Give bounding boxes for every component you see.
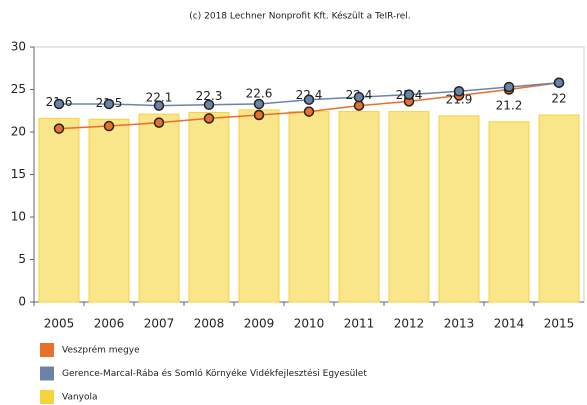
bar xyxy=(488,121,530,303)
legend-swatch xyxy=(40,366,54,381)
marker xyxy=(103,120,115,132)
x-tick-label: 2015 xyxy=(544,317,575,331)
bar xyxy=(388,111,430,303)
y-tick-label: 0 xyxy=(18,295,26,309)
y-tick-label: 15 xyxy=(11,167,26,181)
marker xyxy=(503,81,515,93)
bar xyxy=(538,114,580,303)
legend-label: Vanyola xyxy=(62,393,98,403)
x-tick-label: 2009 xyxy=(244,317,275,331)
marker xyxy=(153,100,165,111)
bar xyxy=(288,111,330,303)
bar xyxy=(138,113,180,303)
marker xyxy=(553,77,565,88)
x-tick-label: 2005 xyxy=(44,317,75,331)
x-tick-label: 2013 xyxy=(444,317,475,331)
value-label: 21.2 xyxy=(496,98,523,112)
bar xyxy=(188,111,230,303)
marker xyxy=(53,123,65,134)
bar xyxy=(438,115,480,303)
x-tick-label: 2014 xyxy=(494,317,525,331)
marker xyxy=(203,113,215,124)
y-tick-label: 30 xyxy=(11,40,26,54)
chart-title: (c) 2018 Lechner Nonprofit Kft. Készült … xyxy=(189,11,410,22)
marker xyxy=(53,98,65,110)
y-tick-label: 10 xyxy=(11,210,26,224)
legend-swatch xyxy=(40,390,54,404)
legend-swatch xyxy=(40,343,54,357)
x-tick-label: 2007 xyxy=(144,317,175,331)
value-label: 22.1 xyxy=(146,91,173,105)
bar xyxy=(238,109,280,303)
value-label: 22.6 xyxy=(246,86,273,100)
marker xyxy=(253,98,265,110)
marker xyxy=(103,98,115,110)
marker xyxy=(253,109,265,121)
marker xyxy=(353,91,365,103)
bar xyxy=(38,117,80,303)
y-tick-label: 25 xyxy=(11,82,26,96)
marker xyxy=(303,94,315,105)
value-label: 22.3 xyxy=(196,89,223,103)
x-tick-label: 2010 xyxy=(294,317,325,331)
x-tick-label: 2008 xyxy=(194,317,225,331)
y-tick-label: 20 xyxy=(11,125,26,139)
value-label: 22 xyxy=(551,92,566,106)
marker xyxy=(453,85,465,97)
marker xyxy=(203,99,215,111)
y-tick-label: 5 xyxy=(18,252,26,266)
x-tick-label: 2012 xyxy=(394,317,425,331)
marker xyxy=(353,100,365,111)
legend-label: Veszprém megye xyxy=(62,345,140,356)
legend-label: Gerence-Marcal-Rába és Somló Környéke Vi… xyxy=(62,368,367,379)
marker xyxy=(153,117,165,128)
marker xyxy=(403,89,415,100)
x-tick-label: 2006 xyxy=(94,317,125,331)
x-tick-label: 2011 xyxy=(344,317,375,331)
bar xyxy=(88,118,130,303)
bar xyxy=(338,111,380,303)
marker xyxy=(303,106,315,117)
